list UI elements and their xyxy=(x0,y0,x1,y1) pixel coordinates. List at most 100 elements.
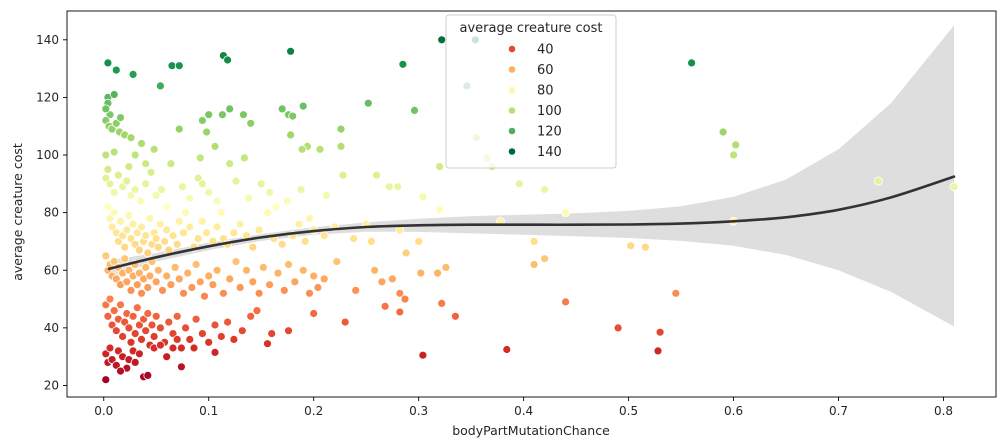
data-point xyxy=(561,297,570,307)
data-point xyxy=(193,234,203,244)
data-point xyxy=(435,162,445,172)
data-point xyxy=(168,343,178,353)
legend: average creature cost 40 60 80 100 120 140 xyxy=(445,14,617,169)
data-point xyxy=(718,127,728,137)
x-tick-label: 0.2 xyxy=(304,404,323,418)
data-point xyxy=(277,104,287,114)
data-point xyxy=(109,188,119,197)
data-point xyxy=(151,277,161,287)
legend-marker xyxy=(508,45,516,53)
data-point xyxy=(265,280,275,290)
data-point xyxy=(181,208,191,218)
data-point xyxy=(149,332,159,341)
data-point xyxy=(151,311,161,321)
data-point xyxy=(210,347,220,357)
y-tick-label: 40 xyxy=(44,321,59,335)
legend-box xyxy=(445,14,617,169)
y-tick-label: 20 xyxy=(44,378,59,392)
data-point xyxy=(172,239,182,249)
x-tick-label: 0.6 xyxy=(724,404,743,418)
data-point xyxy=(116,366,125,376)
legend-entry-label: 140 xyxy=(537,145,562,160)
data-point xyxy=(166,159,176,169)
data-point xyxy=(398,59,408,69)
data-point xyxy=(103,164,113,174)
data-point xyxy=(254,288,264,298)
data-point xyxy=(655,327,665,337)
data-point xyxy=(561,208,570,218)
data-point xyxy=(210,141,220,151)
legend-entry-label: 60 xyxy=(537,63,554,78)
data-point xyxy=(288,111,298,121)
legend-marker xyxy=(508,106,516,115)
data-point xyxy=(298,265,308,275)
data-point xyxy=(216,208,226,218)
data-point xyxy=(305,213,314,223)
data-point xyxy=(162,271,172,281)
data-point xyxy=(118,332,127,341)
data-point xyxy=(132,303,142,313)
data-point xyxy=(124,211,134,220)
data-point xyxy=(122,277,132,287)
y-axis-label: average creature cost xyxy=(10,143,25,281)
data-point xyxy=(147,320,157,330)
data-point xyxy=(332,257,342,267)
legend-entry-label: 100 xyxy=(537,104,562,119)
data-point xyxy=(244,193,254,203)
data-point xyxy=(395,307,405,317)
data-point xyxy=(294,219,304,229)
data-point xyxy=(141,159,151,169)
data-point xyxy=(176,362,186,372)
data-point xyxy=(103,202,113,212)
legend-marker xyxy=(508,65,516,74)
data-point xyxy=(103,311,113,321)
data-point xyxy=(502,345,512,354)
data-point xyxy=(229,228,239,238)
data-point xyxy=(187,283,197,292)
data-point xyxy=(242,265,251,275)
data-point xyxy=(949,182,959,192)
x-tick-label: 0.4 xyxy=(514,404,533,418)
data-point xyxy=(141,326,151,336)
data-point xyxy=(212,222,222,232)
data-point xyxy=(204,271,214,281)
legend-title: average creature cost xyxy=(459,21,602,36)
data-point xyxy=(130,150,140,160)
data-point xyxy=(231,257,241,267)
x-tick-label: 0.3 xyxy=(409,404,428,418)
data-point xyxy=(418,192,428,202)
data-point xyxy=(239,153,249,163)
data-point xyxy=(167,61,177,71)
data-point xyxy=(336,124,346,134)
data-point xyxy=(149,144,159,154)
data-point xyxy=(418,350,428,360)
data-point xyxy=(195,153,205,163)
data-point xyxy=(122,225,132,235)
data-point xyxy=(137,334,146,344)
data-point xyxy=(122,176,132,186)
data-point xyxy=(246,118,256,128)
data-point xyxy=(197,179,207,189)
data-point xyxy=(387,274,397,284)
plot-frame xyxy=(66,10,997,398)
data-point xyxy=(153,242,163,252)
data-point xyxy=(109,90,119,99)
data-point xyxy=(540,185,549,195)
data-point xyxy=(162,352,172,362)
data-point xyxy=(151,234,161,244)
data-point xyxy=(204,188,214,197)
data-point xyxy=(185,193,195,203)
data-point xyxy=(273,268,283,278)
data-point xyxy=(109,306,119,316)
data-point xyxy=(153,265,163,275)
data-point xyxy=(202,228,212,238)
data-point xyxy=(286,46,296,56)
x-tick-label: 0.0 xyxy=(94,404,113,418)
x-axis-label: bodyPartMutationChance xyxy=(452,423,610,438)
data-point xyxy=(183,268,193,278)
data-point xyxy=(105,294,115,304)
data-point xyxy=(162,225,172,235)
data-point xyxy=(158,285,167,295)
data-point xyxy=(137,222,146,232)
